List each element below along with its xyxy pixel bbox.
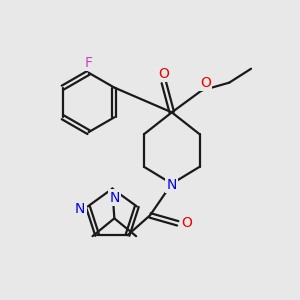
Text: N: N bbox=[75, 202, 85, 216]
Text: O: O bbox=[158, 67, 169, 81]
Text: O: O bbox=[200, 76, 211, 90]
Text: O: O bbox=[181, 216, 192, 230]
Text: N: N bbox=[167, 178, 177, 192]
Text: F: F bbox=[85, 56, 93, 70]
Text: N: N bbox=[109, 190, 119, 205]
